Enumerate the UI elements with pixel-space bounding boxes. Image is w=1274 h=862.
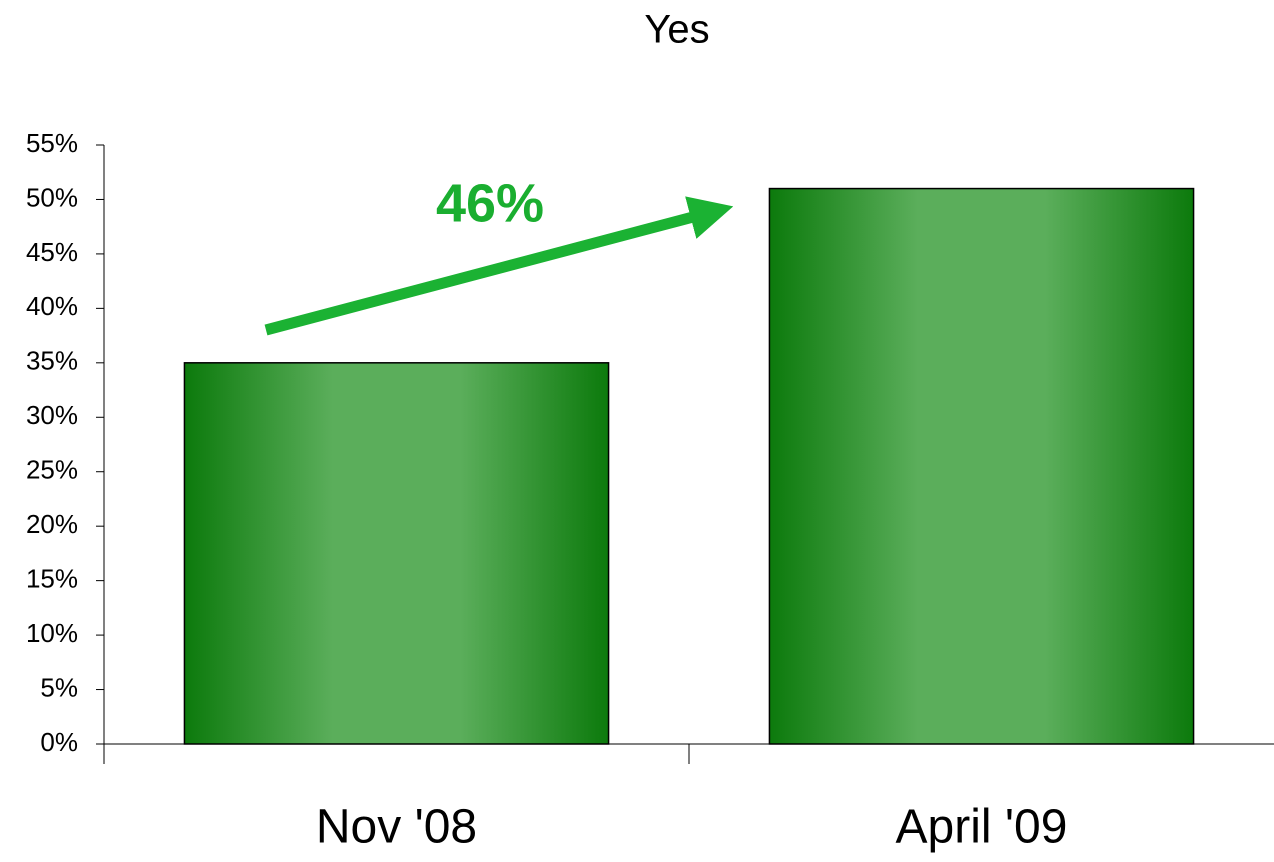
y-tick-label: 20% [26, 509, 78, 539]
chart-title: Yes [644, 8, 709, 52]
x-tick-label: April '09 [896, 801, 1068, 854]
annotation: 46% [436, 173, 544, 233]
y-tick-label: 10% [26, 618, 78, 648]
y-tick-label: 25% [26, 455, 78, 485]
y-tick-label: 0% [40, 727, 78, 757]
y-tick-label: 45% [26, 237, 78, 267]
annotation-arrow [264, 196, 734, 336]
x-tick-label: Nov '08 [316, 801, 477, 854]
y-tick-label: 30% [26, 400, 78, 430]
y-tick-label: 15% [26, 564, 78, 594]
y-tick-label: 35% [26, 346, 78, 376]
y-tick-label: 40% [26, 291, 78, 321]
y-tick-label: 50% [26, 182, 78, 212]
bar [183, 362, 610, 745]
y-tick-label: 55% [26, 128, 78, 158]
bar [768, 187, 1195, 745]
y-tick-label: 5% [40, 672, 78, 702]
